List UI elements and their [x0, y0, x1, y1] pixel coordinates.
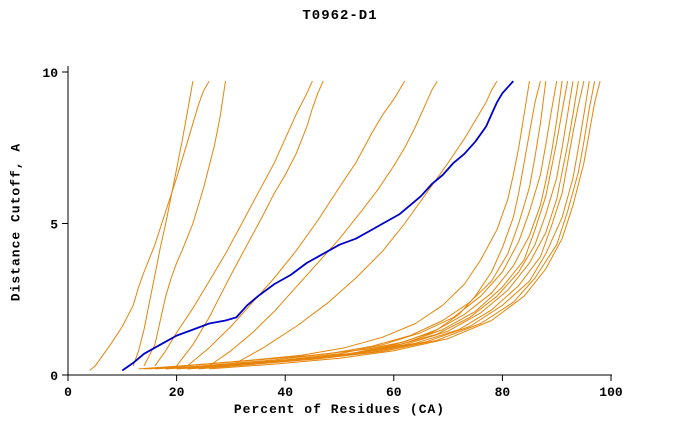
- model-curve: [176, 81, 590, 370]
- model-curve: [132, 81, 194, 367]
- y-tick-label: 10: [42, 66, 58, 81]
- x-tick-label: 100: [599, 385, 623, 400]
- model-curve: [187, 81, 596, 370]
- model-curve: [209, 80, 601, 370]
- model-curve: [165, 81, 547, 370]
- x-axis-label: Percent of Residues (CA): [233, 402, 446, 417]
- model-curve: [176, 81, 558, 370]
- x-tick-label: 20: [169, 385, 185, 400]
- model-curve: [230, 80, 498, 367]
- x-tick-label: 60: [386, 385, 402, 400]
- model-curve: [154, 80, 313, 367]
- x-tick-label: 40: [277, 385, 293, 400]
- highlighted-model-curve: [121, 80, 514, 372]
- model-curve: [176, 80, 324, 367]
- y-tick-label: 0: [50, 369, 58, 384]
- model-curve: [165, 80, 585, 370]
- chart-title: T0962-D1: [302, 8, 378, 24]
- x-tick-label: 0: [64, 385, 72, 400]
- model-curve: [198, 81, 569, 370]
- model-curve: [208, 80, 438, 367]
- model-curve: [138, 81, 530, 370]
- model-curve: [89, 80, 210, 371]
- model-curve: [187, 80, 406, 367]
- x-tick-label: 80: [495, 385, 511, 400]
- y-tick-label: 5: [50, 218, 58, 233]
- model-curve: [143, 81, 574, 370]
- model-curve: [149, 80, 541, 370]
- model-curve: [187, 81, 563, 370]
- model-curve: [143, 81, 226, 367]
